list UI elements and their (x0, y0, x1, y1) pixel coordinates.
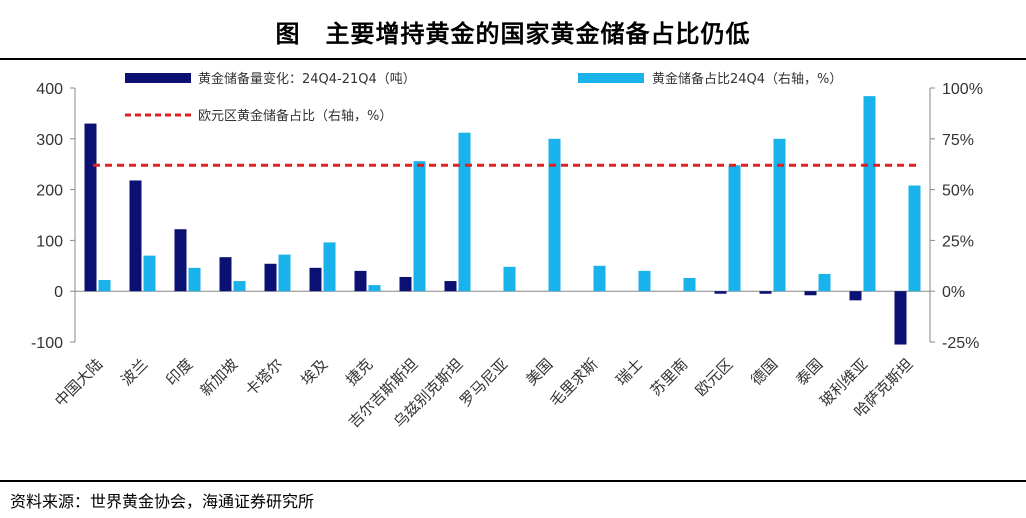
category-label: 印度 (162, 355, 196, 389)
category-label: 新加坡 (197, 355, 242, 400)
category-label: 波兰 (117, 355, 151, 389)
legend-label-reserve-share: 黄金储备占比24Q4（右轴，%） (652, 71, 842, 87)
series-reserve-share (98, 96, 921, 292)
bar-reserve-share (773, 138, 786, 292)
chart: -100 0 100 200 300 400 -25% 0% 25% 50% 75% 100% 黄金储… (31, 71, 983, 431)
bar-reserve-share (413, 161, 426, 292)
category-label: 卡塔尔 (242, 355, 287, 400)
bar-reserve-share (233, 281, 246, 292)
y-left-tick-label: 100 (36, 233, 63, 250)
series-reserve-change (84, 123, 907, 345)
legend-label-reserve-change: 黄金储备量变化：24Q4-21Q4（吨） (198, 71, 416, 87)
category-label: 德国 (747, 355, 781, 389)
y-left-tick-label: 200 (36, 183, 63, 200)
axes: -100 0 100 200 300 400 -25% 0% 25% 50% 75% 100% (31, 81, 983, 352)
bar-reserve-change (354, 270, 367, 292)
bar-reserve-share (458, 132, 471, 292)
legend-swatch-reserve-change (125, 73, 191, 83)
bar-reserve-share (188, 267, 201, 292)
category-label: 罗马尼亚 (456, 355, 511, 410)
category-label: 瑞士 (612, 355, 646, 389)
y-right-tick-label: 25% (942, 233, 974, 250)
footer-rule (0, 480, 1026, 482)
bar-reserve-change (399, 276, 412, 292)
bar-reserve-share (143, 255, 156, 292)
bar-reserve-share (323, 242, 336, 292)
y-left-tick-label: -100 (31, 335, 63, 352)
bar-reserve-change (804, 291, 817, 296)
bar-reserve-change (264, 263, 277, 292)
chart-title: 图 主要增持黄金的国家黄金储备占比仍低 (275, 20, 751, 48)
bar-reserve-change (174, 229, 187, 292)
bar-reserve-share (98, 280, 111, 292)
y-right-tick-label: -25% (942, 335, 979, 352)
bar-reserve-share (818, 273, 831, 292)
category-label: 中国大陆 (51, 355, 106, 410)
category-label: 泰国 (792, 355, 826, 389)
y-right-tick-label: 100% (942, 81, 983, 98)
legend: 黄金储备量变化：24Q4-21Q4（吨） 黄金储备占比24Q4（右轴，%） 欧元… (125, 71, 842, 124)
bar-reserve-share (683, 277, 696, 292)
title-bar: 图 主要增持黄金的国家黄金储备占比仍低 (0, 0, 1026, 60)
bar-reserve-share (548, 138, 561, 292)
category-label: 美国 (522, 355, 556, 389)
legend-swatch-reserve-share (578, 73, 644, 83)
bar-reserve-share (368, 285, 381, 292)
y-left-tick-label: 400 (36, 81, 63, 98)
bar-reserve-change (714, 291, 727, 294)
category-label: 毛里求斯 (546, 355, 601, 410)
category-label: 欧元区 (692, 355, 737, 400)
category-label: 埃及 (297, 355, 331, 389)
bar-reserve-share (278, 254, 291, 292)
bar-reserve-change (84, 123, 97, 292)
y-right-tick-label: 50% (942, 183, 974, 200)
bar-reserve-share (728, 165, 741, 292)
bar-reserve-share (908, 185, 921, 292)
category-label: 捷克 (342, 355, 376, 389)
bar-reserve-change (444, 281, 457, 292)
bar-reserve-share (863, 96, 876, 292)
bar-reserve-change (219, 257, 232, 292)
category-label: 苏里南 (647, 355, 692, 400)
bar-reserve-share (593, 265, 606, 292)
y-left-tick-label: 0 (54, 284, 63, 301)
legend-label-eurozone-share: 欧元区黄金储备占比（右轴，%） (198, 108, 392, 124)
y-right-tick-label: 75% (942, 132, 974, 149)
title-rule (0, 58, 1026, 60)
bar-reserve-change (849, 291, 862, 301)
bar-reserve-share (503, 266, 516, 292)
y-left-tick-label: 300 (36, 132, 63, 149)
y-right-tick-label: 0% (942, 284, 965, 301)
bar-reserve-change (309, 267, 322, 292)
source-note: 资料来源：世界黄金协会，海通证券研究所 (10, 492, 315, 511)
bar-reserve-change (129, 180, 142, 292)
bar-reserve-change (759, 291, 772, 294)
bar-reserve-change (894, 291, 907, 345)
bar-reserve-share (638, 270, 651, 292)
